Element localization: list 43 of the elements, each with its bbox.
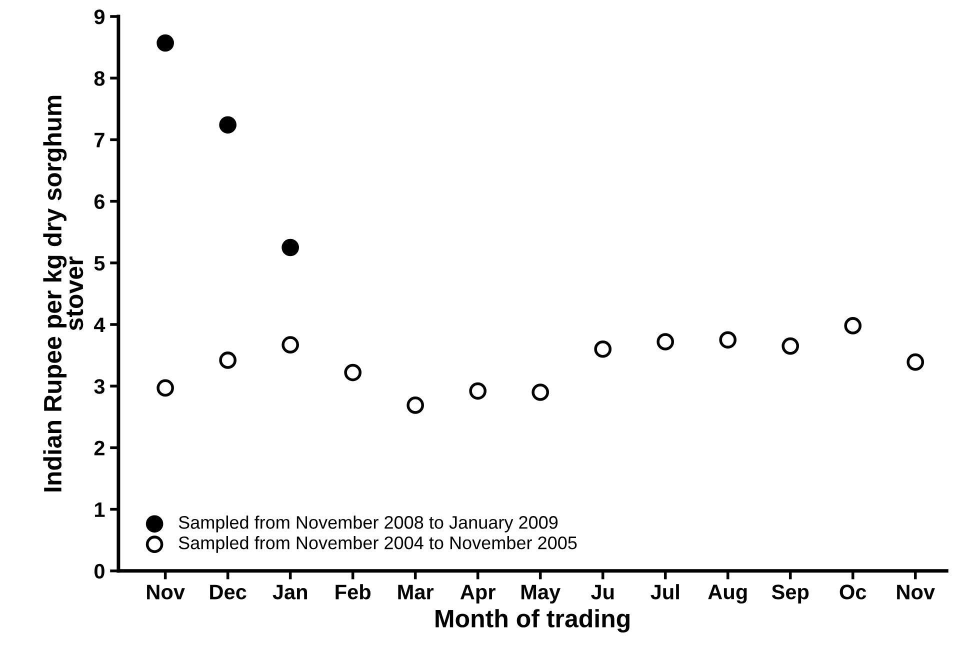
- y-tick-label: 4: [94, 318, 106, 332]
- point: [219, 352, 237, 369]
- y-tick-label: 3: [94, 379, 105, 394]
- x-tick-label: Sep: [772, 584, 809, 604]
- point: [719, 331, 737, 349]
- x-tick-label: Nov: [897, 584, 935, 600]
- y-axis-title: Indian Rupee per kg dry sorghum stover: [43, 96, 84, 492]
- x-tick-label: Mar: [398, 584, 434, 600]
- x-tick-label: May: [521, 584, 561, 604]
- point: [406, 396, 424, 414]
- y-tick-label: 8: [94, 71, 105, 86]
- point: [656, 333, 674, 350]
- x-tick-label: Aug: [708, 584, 747, 604]
- point: [906, 353, 924, 371]
- x-tick-label: Jul: [650, 584, 679, 600]
- x-tick-label: Oc: [840, 584, 866, 600]
- point: [219, 116, 237, 134]
- point: [282, 336, 300, 354]
- legend-label: Sampled from November 2004 to November 2005: [178, 536, 577, 553]
- y-tick-label: 5: [94, 256, 105, 271]
- y-tick-label: 7: [94, 132, 104, 148]
- y-tick-label: 9: [94, 10, 104, 24]
- x-tick-label: Feb: [336, 584, 371, 600]
- point: [594, 340, 612, 358]
- y-tick-label: 6: [94, 194, 105, 210]
- point: [532, 384, 550, 401]
- x-tick-label: Apr: [460, 584, 496, 604]
- y-tick-label: 0: [94, 564, 104, 579]
- point: [156, 379, 174, 397]
- point: [156, 34, 174, 52]
- x-tick-label: Ju: [591, 584, 614, 600]
- point: [782, 337, 800, 355]
- y-tick-label: 1: [94, 502, 105, 517]
- point: [282, 238, 300, 256]
- y-tick-label: 2: [94, 440, 104, 456]
- x-axis-title: Month of trading: [436, 609, 630, 632]
- point: [469, 382, 487, 400]
- x-tick-label: Dec: [210, 584, 246, 600]
- point: [844, 317, 862, 334]
- legend-label: Sampled from November 2008 to January 2009: [178, 516, 558, 532]
- x-tick-label: Nov: [147, 584, 185, 600]
- x-tick-label: Jan: [272, 584, 307, 600]
- point: [344, 364, 362, 382]
